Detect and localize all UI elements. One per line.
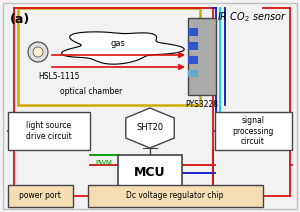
Text: light source
drive circuit: light source drive circuit (26, 121, 72, 141)
Circle shape (33, 47, 43, 57)
Circle shape (28, 42, 48, 62)
FancyBboxPatch shape (188, 56, 198, 64)
Text: power port: power port (19, 191, 61, 201)
Text: signal
processing
circuit: signal processing circuit (232, 116, 274, 146)
Text: gas: gas (111, 39, 125, 47)
Text: optical chamber: optical chamber (60, 87, 122, 96)
FancyBboxPatch shape (188, 42, 198, 50)
Text: IR CO$_2$ sensor: IR CO$_2$ sensor (217, 10, 287, 24)
Text: (a): (a) (10, 13, 30, 26)
FancyBboxPatch shape (88, 185, 263, 207)
FancyBboxPatch shape (188, 28, 198, 36)
FancyBboxPatch shape (188, 18, 216, 95)
Text: Dc voltage regulator chip: Dc voltage regulator chip (126, 191, 224, 201)
Text: HSL5-1115: HSL5-1115 (38, 72, 80, 81)
FancyBboxPatch shape (188, 70, 198, 77)
Text: SHT20: SHT20 (136, 124, 164, 132)
FancyBboxPatch shape (215, 112, 292, 150)
Polygon shape (126, 108, 174, 148)
FancyBboxPatch shape (118, 155, 182, 191)
Text: PWM: PWM (95, 160, 112, 166)
FancyBboxPatch shape (3, 3, 297, 209)
Text: MCU: MCU (134, 166, 166, 180)
Text: PYS3228: PYS3228 (185, 100, 218, 109)
FancyBboxPatch shape (8, 185, 73, 207)
FancyBboxPatch shape (8, 112, 90, 150)
Polygon shape (61, 32, 184, 64)
